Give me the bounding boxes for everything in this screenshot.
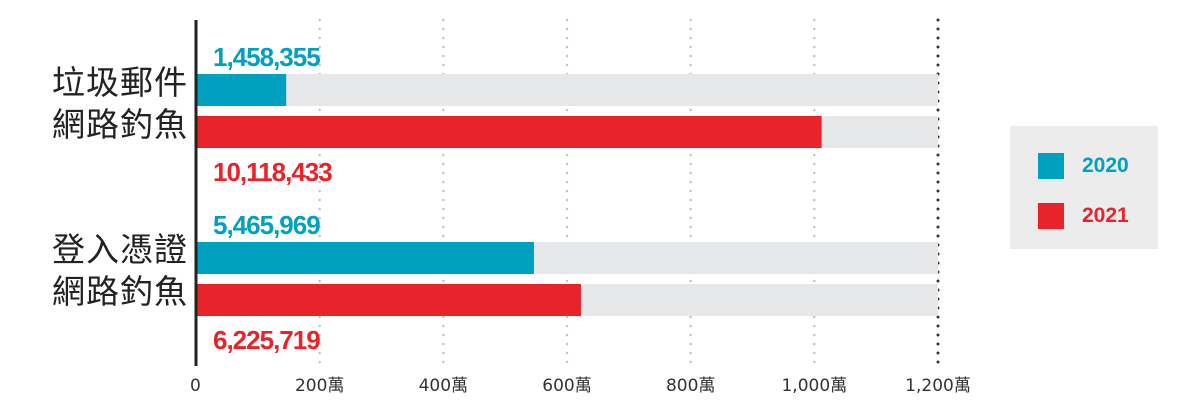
x-axis-tick-labels: 0 200萬 400萬 600萬 800萬 1,000萬 1,200萬 [190, 376, 971, 396]
category-label-line: 網路釣魚 [0, 271, 188, 313]
x-tick-label: 400萬 [419, 376, 468, 396]
x-tick-label: 1,200萬 [905, 376, 971, 396]
bars [196, 74, 822, 316]
category-label-line: 網路釣魚 [0, 104, 188, 146]
value-label-2020-category-1: 1,458,355 [213, 42, 320, 72]
x-tick-label: 800萬 [666, 376, 715, 396]
value-label-2021-category-2: 6,225,719 [213, 325, 320, 355]
value-label-2021-category-1: 10,118,433 [213, 157, 332, 187]
bar-2020-category-1 [196, 74, 286, 106]
x-tick-label: 200萬 [295, 376, 344, 396]
legend-swatch-2021 [1038, 203, 1064, 229]
value-label-2020-category-2: 5,465,969 [213, 210, 320, 240]
category-label-spam-phishing: 垃圾郵件 網路釣魚 [0, 62, 188, 146]
bar-2020-category-2 [196, 242, 534, 274]
bar-2021-category-1 [196, 116, 822, 148]
legend-label-2020: 2020 [1082, 154, 1129, 178]
legend-item-2021: 2021 [1038, 203, 1129, 229]
bar-2021-category-2 [196, 284, 581, 316]
legend-label-2021: 2021 [1082, 204, 1129, 228]
legend-swatch-2020 [1038, 153, 1064, 179]
category-label-line: 垃圾郵件 [0, 62, 188, 104]
x-tick-label: 1,000萬 [781, 376, 847, 396]
x-tick-label: 600萬 [542, 376, 591, 396]
category-label-credential-phishing: 登入憑證 網路釣魚 [0, 229, 188, 313]
legend-item-2020: 2020 [1038, 153, 1129, 179]
x-tick-label: 0 [190, 376, 201, 396]
category-label-line: 登入憑證 [0, 229, 188, 271]
legend: 2020 2021 [1010, 126, 1158, 249]
bar-track [196, 74, 938, 106]
